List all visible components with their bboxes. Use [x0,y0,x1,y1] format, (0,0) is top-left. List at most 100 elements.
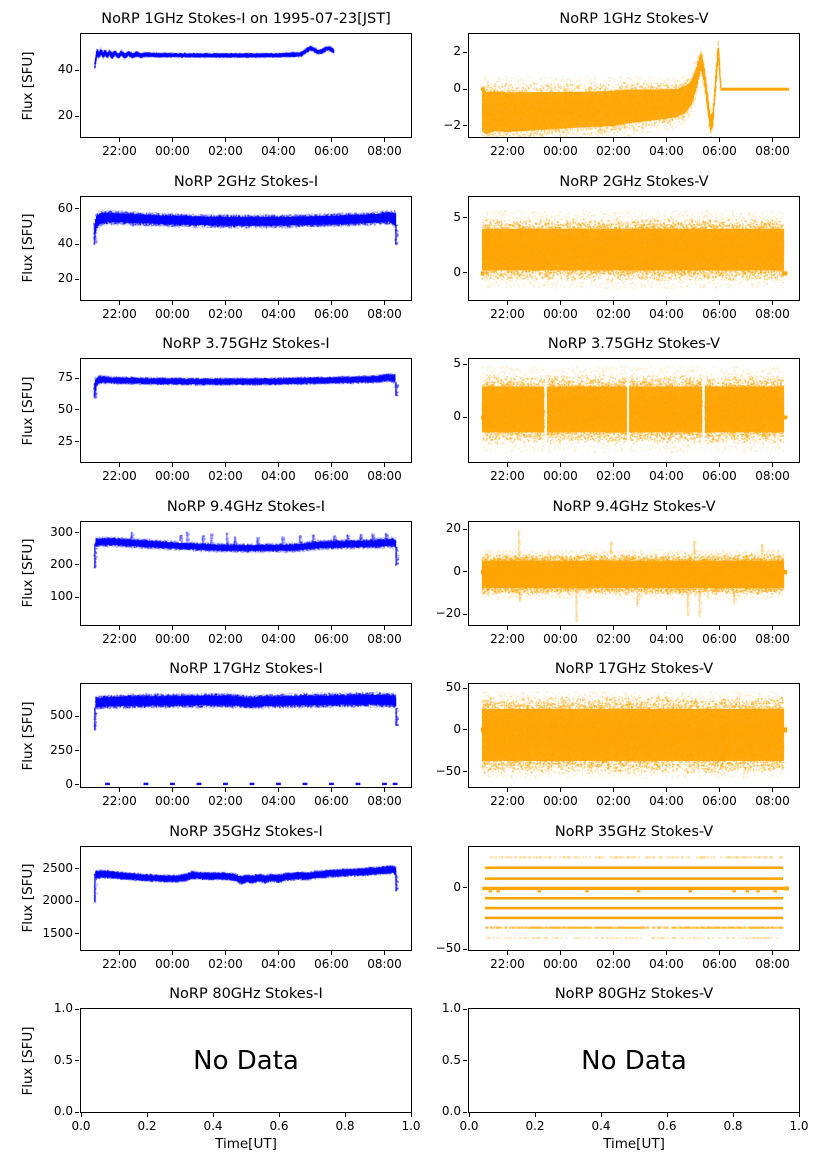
x-tick-label: 08:00 [367,794,402,808]
x-tick-mark [559,463,561,467]
x-tick-mark [224,950,226,955]
y-tick-label: 1.0 [441,1001,461,1015]
x-tick-label: 02:00 [596,144,631,158]
x-tick-mark [224,463,226,467]
y-tick-mark [463,88,467,90]
x-tick-label: 0.4 [591,1119,611,1133]
data-canvas-norp-3.75ghz-stokes-v [469,359,799,462]
x-tick-mark [118,788,120,792]
plot-title: NoRP 3.75GHz Stokes-I [162,336,330,352]
x-tick-label: 04:00 [261,956,296,971]
x-tick-label: 22:00 [102,956,137,971]
x-tick-mark [666,1113,668,1117]
plot-title: NoRP 35GHz Stokes-I [169,823,323,840]
y-tick-mark [75,409,79,411]
x-tick-mark [468,1113,470,1117]
y-tick-label: 20 [445,521,461,536]
data-canvas-norp-80ghz-stokes-i [81,1009,411,1112]
plot-title: NoRP 9.4GHz Stokes-V [552,498,716,515]
x-tick-label: 00:00 [155,306,190,321]
x-tick-mark [171,300,173,305]
x-tick-label: 0.2 [137,1119,157,1133]
x-tick-label: 04:00 [261,631,296,646]
x-tick-label: 0.6 [269,1119,289,1133]
x-tick-mark [330,950,332,955]
y-tick-mark [75,1111,79,1113]
plot-title: NoRP 17GHz Stokes-V [554,661,714,677]
y-tick-mark [75,278,79,280]
x-tick-label: 08:00 [755,794,790,808]
subplot-norp-2ghz-stokes-i: NoRP 2GHz Stokes-I Flux [SFU] 22:00 00:00 02… [20,174,412,321]
y-tick-mark [75,564,79,566]
y-tick-mark [463,363,467,365]
x-tick-mark [383,300,385,305]
x-tick-label: 08:00 [367,631,402,646]
x-tick-mark [612,625,614,630]
x-tick-label: 0.0 [459,1119,479,1133]
y-tick-label: 0 [453,563,461,578]
x-tick-label: 00:00 [543,144,578,158]
y-tick-mark [75,377,79,379]
x-tick-label: 08:00 [367,306,402,321]
x-tick-label: 0.2 [525,1119,545,1133]
x-tick-mark [559,950,561,955]
x-tick-mark [277,625,279,630]
x-tick-mark [171,463,173,467]
x-tick-mark [224,625,226,630]
x-tick-mark [330,788,332,792]
x-tick-mark [771,463,773,467]
x-tick-label: 08:00 [755,956,790,971]
x-tick-label: 08:00 [755,306,790,321]
x-tick-label: 00:00 [543,306,578,321]
y-tick-mark [75,441,79,443]
x-tick-label: 0.4 [203,1119,223,1133]
x-tick-label: 06:00 [702,956,737,971]
subplot-norp-17ghz-stokes-i: NoRP 17GHz Stokes-I Flux [SFU] 22:00 00:00 0… [20,661,412,808]
data-canvas-norp-35ghz-stokes-i [81,846,411,950]
x-tick-label: 00:00 [543,631,578,646]
y-tick-mark [463,887,467,889]
x-tick-mark [612,463,614,467]
y-tick-label: 250 [50,742,73,757]
y-tick-label: 2 [453,44,461,59]
x-tick-label: 02:00 [208,956,243,971]
x-tick-mark [534,1113,536,1117]
x-tick-mark [383,463,385,467]
x-tick-label: 02:00 [596,956,631,971]
y-tick-label: 50 [57,401,73,416]
x-tick-mark [171,625,173,630]
x-tick-mark [118,300,120,305]
y-tick-mark [463,729,467,731]
x-tick-label: 02:00 [208,469,243,483]
y-tick-mark [463,272,467,274]
x-tick-mark [383,788,385,792]
x-tick-label: 04:00 [649,956,684,971]
x-tick-mark [118,950,120,955]
x-tick-label: 04:00 [649,469,684,483]
x-tick-mark [383,950,385,955]
x-tick-label: 22:00 [102,469,137,483]
y-tick-label: 0.0 [53,1104,73,1118]
x-tick-mark [118,138,120,142]
x-tick-mark [718,300,720,305]
y-tick-mark [75,115,79,117]
x-tick-label: 0.8 [335,1119,355,1133]
y-tick-mark [75,933,79,935]
x-tick-mark [732,1113,734,1117]
x-tick-label: 04:00 [261,794,296,808]
x-tick-mark [118,463,120,467]
y-tick-label: 100 [50,589,73,604]
x-tick-label: 0.6 [657,1119,677,1133]
x-tick-mark [771,950,773,955]
x-tick-mark [718,788,720,792]
x-tick-label: 06:00 [314,306,349,321]
x-tick-mark [224,788,226,792]
y-tick-mark [463,125,467,127]
x-tick-mark [665,788,667,792]
x-tick-label: 22:00 [102,631,137,646]
subplot-norp-3.75ghz-stokes-i: NoRP 3.75GHz Stokes-I Flux [SFU] 22:00 00:0… [20,336,412,483]
y-tick-label: 0.0 [441,1104,461,1118]
x-tick-mark [506,625,508,630]
plot-title: NoRP 9.4GHz Stokes-I [166,498,326,515]
x-tick-label: 04:00 [649,144,684,158]
